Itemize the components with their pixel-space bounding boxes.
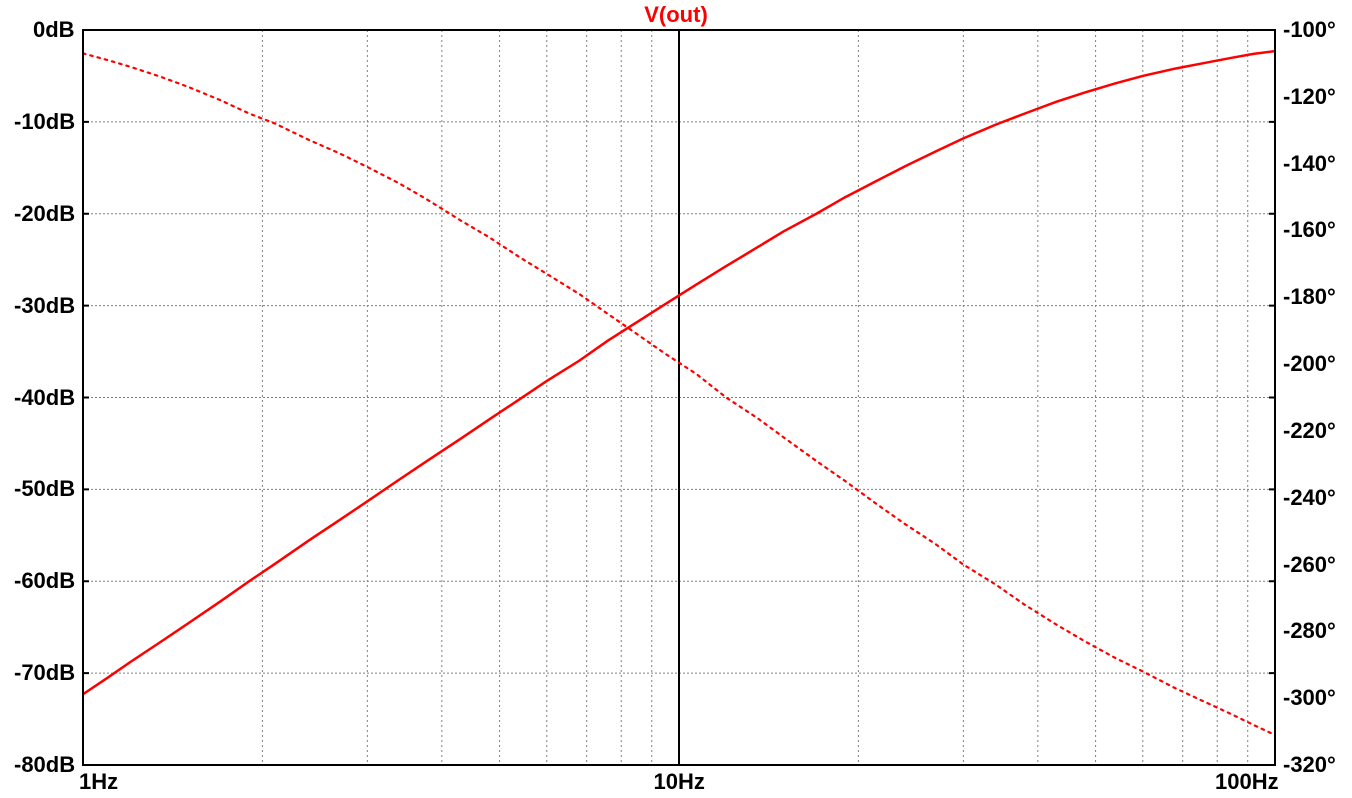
y-left-tick-label: -60dB [14,568,75,594]
y-right-tick-label: -180° [1283,284,1336,310]
chart-container: V(out) 0dB-10dB-20dB-30dB-40dB-50dB-60dB… [0,0,1352,798]
y-right-tick-label: -220° [1283,418,1336,444]
x-tick-label: 10Hz [654,769,705,795]
y-right-tick-label: -160° [1283,217,1336,243]
y-left-tick-label: -50dB [14,476,75,502]
y-right-tick-label: -280° [1283,618,1336,644]
y-left-tick-label: -80dB [14,752,75,778]
x-tick-label: 100Hz [1215,769,1279,795]
y-left-tick-label: -20dB [14,201,75,227]
y-left-tick-label: -40dB [14,385,75,411]
y-right-tick-label: -240° [1283,485,1336,511]
y-left-tick-label: 0dB [33,17,75,43]
y-left-tick-label: -30dB [14,293,75,319]
y-left-tick-label: -70dB [14,660,75,686]
y-right-tick-label: -320° [1283,752,1336,778]
y-right-tick-label: -200° [1283,351,1336,377]
x-tick-label: 1Hz [79,769,118,795]
y-right-tick-label: -120° [1283,84,1336,110]
y-right-tick-label: -260° [1283,552,1336,578]
y-right-tick-label: -100° [1283,17,1336,43]
y-left-tick-label: -10dB [14,109,75,135]
bode-plot-svg [0,0,1352,798]
y-right-tick-label: -140° [1283,151,1336,177]
y-right-tick-label: -300° [1283,685,1336,711]
